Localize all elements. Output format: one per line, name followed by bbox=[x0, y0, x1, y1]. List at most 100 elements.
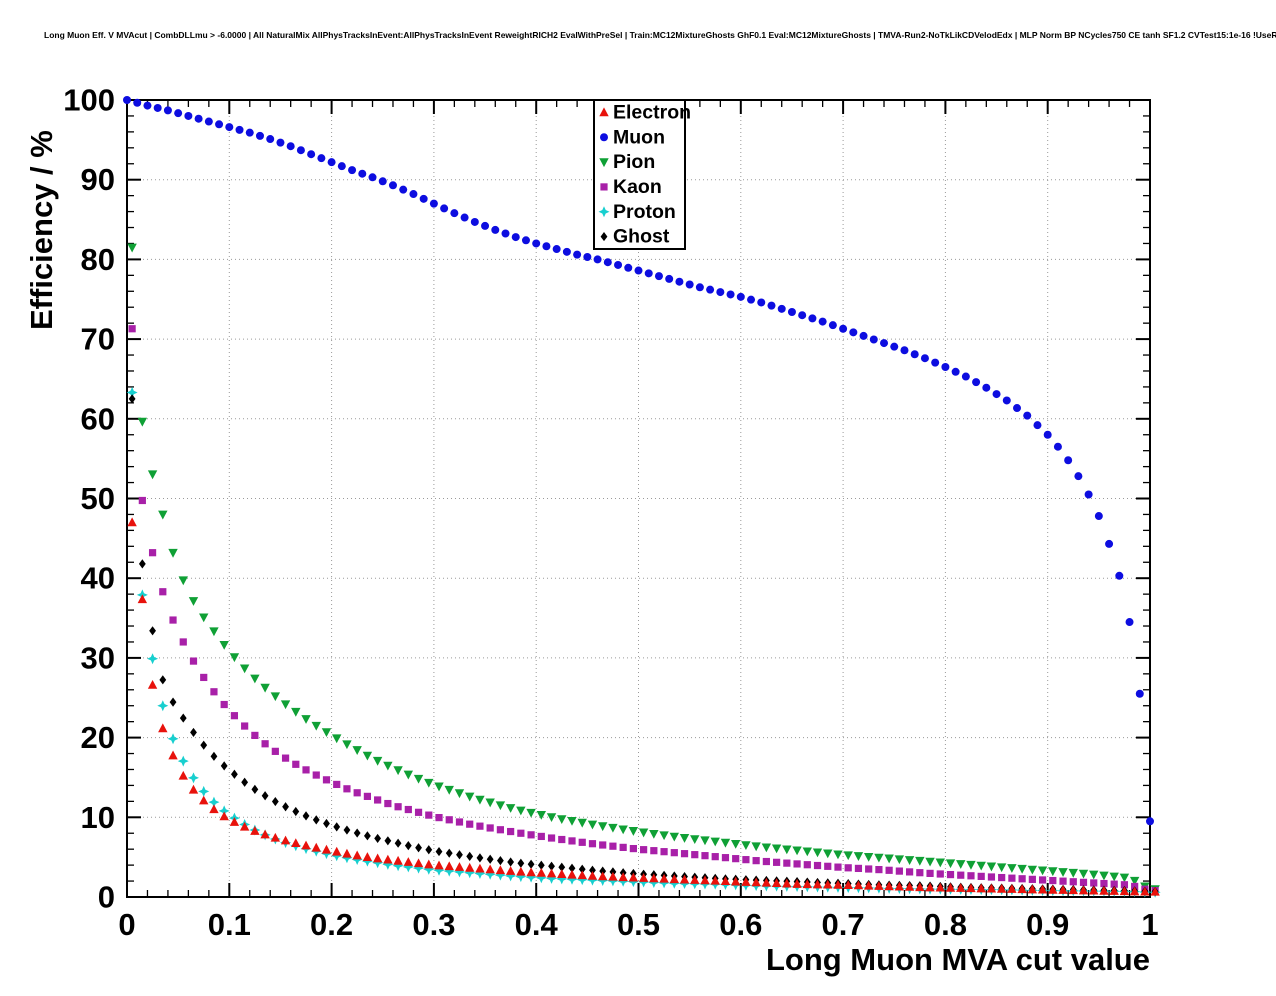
marker bbox=[547, 834, 556, 842]
marker bbox=[327, 158, 336, 167]
marker bbox=[456, 850, 463, 860]
marker bbox=[849, 328, 858, 337]
marker bbox=[1129, 886, 1140, 896]
marker bbox=[1089, 870, 1099, 880]
marker bbox=[194, 114, 203, 123]
marker bbox=[149, 626, 156, 636]
marker bbox=[608, 823, 618, 833]
marker bbox=[189, 657, 198, 665]
marker bbox=[384, 799, 392, 808]
marker bbox=[925, 857, 935, 867]
x-tick-label: 0.8 bbox=[924, 907, 967, 942]
marker bbox=[557, 815, 567, 824]
marker bbox=[188, 784, 199, 794]
marker bbox=[771, 878, 782, 888]
marker bbox=[138, 496, 146, 505]
y-tick-label: 20 bbox=[81, 720, 115, 755]
marker bbox=[874, 881, 884, 890]
marker bbox=[884, 854, 894, 864]
marker bbox=[895, 867, 903, 875]
marker bbox=[961, 372, 970, 381]
marker bbox=[229, 653, 240, 663]
marker bbox=[757, 298, 766, 307]
marker bbox=[599, 158, 609, 168]
marker bbox=[558, 862, 566, 872]
marker bbox=[824, 862, 832, 870]
marker bbox=[926, 869, 934, 877]
marker bbox=[945, 882, 956, 892]
marker bbox=[337, 162, 346, 171]
marker bbox=[169, 616, 177, 624]
marker bbox=[562, 247, 571, 256]
marker bbox=[403, 857, 414, 866]
marker bbox=[282, 802, 289, 812]
marker bbox=[474, 867, 486, 879]
y-axis-title: Efficiency / % bbox=[24, 130, 59, 330]
marker bbox=[342, 848, 352, 858]
marker bbox=[200, 740, 208, 750]
marker bbox=[147, 679, 158, 689]
marker bbox=[634, 266, 643, 275]
marker bbox=[423, 863, 435, 875]
marker bbox=[890, 342, 899, 351]
marker bbox=[567, 816, 577, 826]
marker bbox=[158, 723, 168, 733]
marker bbox=[1146, 817, 1154, 826]
marker bbox=[812, 879, 823, 889]
marker bbox=[627, 876, 639, 888]
series-electron bbox=[127, 517, 1160, 896]
marker bbox=[444, 861, 454, 871]
marker bbox=[865, 865, 873, 873]
marker bbox=[546, 813, 557, 823]
marker bbox=[169, 697, 177, 707]
legend: Electron Muon Pion Kaon Proton Ghost bbox=[593, 99, 691, 250]
marker bbox=[251, 731, 259, 740]
marker bbox=[1068, 868, 1078, 878]
marker bbox=[348, 166, 357, 175]
marker bbox=[701, 852, 709, 860]
marker bbox=[178, 770, 188, 780]
marker bbox=[302, 811, 310, 821]
marker bbox=[286, 142, 295, 151]
marker bbox=[736, 292, 745, 301]
marker bbox=[967, 872, 975, 880]
marker bbox=[1027, 884, 1038, 894]
marker bbox=[158, 510, 168, 520]
marker bbox=[792, 879, 802, 888]
marker bbox=[1078, 885, 1089, 895]
legend-item-muon: Muon bbox=[600, 126, 665, 148]
marker bbox=[362, 751, 373, 761]
legend-box bbox=[593, 99, 686, 250]
marker bbox=[444, 785, 454, 795]
marker bbox=[1094, 512, 1103, 521]
marker bbox=[742, 856, 750, 864]
marker bbox=[1037, 866, 1048, 876]
marker bbox=[607, 875, 619, 887]
marker bbox=[138, 559, 146, 569]
marker bbox=[798, 311, 807, 320]
marker bbox=[863, 852, 874, 862]
marker bbox=[659, 831, 669, 841]
marker bbox=[470, 217, 479, 226]
marker bbox=[741, 877, 751, 886]
marker bbox=[1048, 884, 1058, 894]
x-tick-labels: 0 0.1 0.2 0.3 0.4 0.5 0.6 0.7 0.8 0.9 1 bbox=[118, 907, 1158, 942]
marker bbox=[450, 209, 459, 218]
marker bbox=[844, 864, 852, 872]
marker bbox=[168, 548, 178, 558]
marker bbox=[730, 876, 741, 886]
x-tick-label: 0.5 bbox=[617, 907, 660, 942]
marker bbox=[600, 231, 608, 242]
marker bbox=[307, 150, 316, 159]
marker bbox=[741, 841, 751, 850]
marker bbox=[494, 869, 506, 881]
marker bbox=[484, 868, 496, 880]
marker bbox=[905, 868, 914, 876]
marker bbox=[123, 96, 131, 104]
marker bbox=[174, 109, 183, 118]
marker bbox=[751, 842, 761, 852]
marker bbox=[608, 871, 618, 881]
marker bbox=[695, 283, 704, 292]
marker bbox=[1099, 885, 1109, 895]
marker bbox=[951, 367, 960, 376]
